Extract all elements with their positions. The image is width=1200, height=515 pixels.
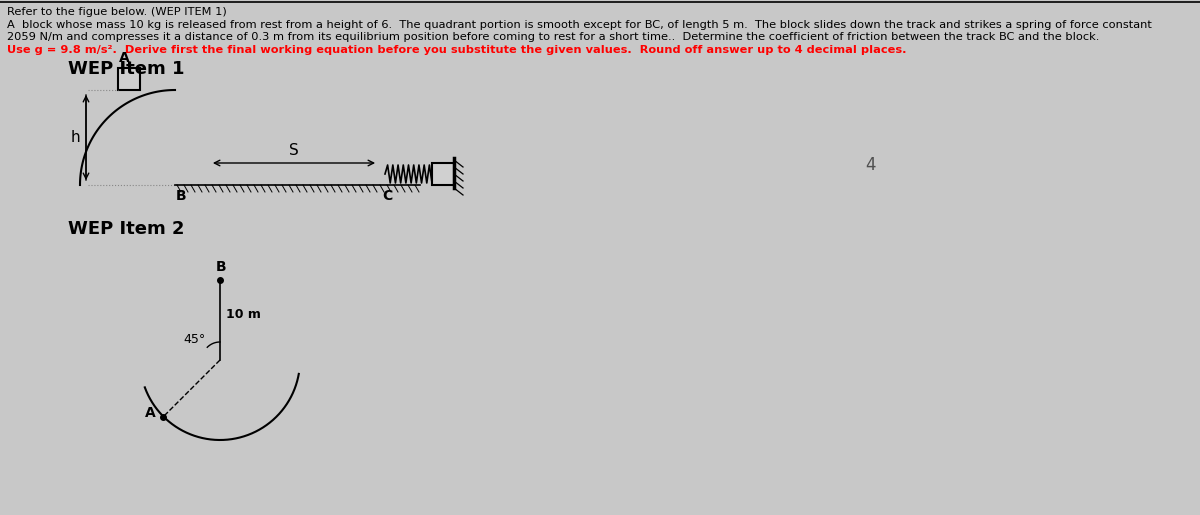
Text: 4: 4 xyxy=(865,156,875,174)
Text: 10 m: 10 m xyxy=(226,308,260,321)
Text: S: S xyxy=(289,143,299,158)
Text: 45°: 45° xyxy=(184,333,206,346)
Bar xyxy=(118,68,140,90)
Text: B: B xyxy=(216,260,227,274)
Text: B: B xyxy=(176,189,187,203)
Text: h: h xyxy=(71,130,80,145)
Bar xyxy=(432,163,454,185)
Text: A: A xyxy=(145,406,156,420)
Text: C: C xyxy=(382,189,392,203)
Text: A: A xyxy=(119,51,130,65)
Text: Use g = 9.8 m/s².  Derive first the final working equation before you substitute: Use g = 9.8 m/s². Derive first the final… xyxy=(7,45,906,55)
Text: A  block whose mass 10 kg is released from rest from a height of 6.  The quadran: A block whose mass 10 kg is released fro… xyxy=(7,20,1152,30)
Text: WEP Item 2: WEP Item 2 xyxy=(68,220,185,238)
Text: 2059 N/m and compresses it a distance of 0.3 m from its equilibrium position bef: 2059 N/m and compresses it a distance of… xyxy=(7,32,1099,42)
Text: WEP Item 1: WEP Item 1 xyxy=(68,60,185,78)
Text: Refer to the figue below. (WEP ITEM 1): Refer to the figue below. (WEP ITEM 1) xyxy=(7,7,227,17)
